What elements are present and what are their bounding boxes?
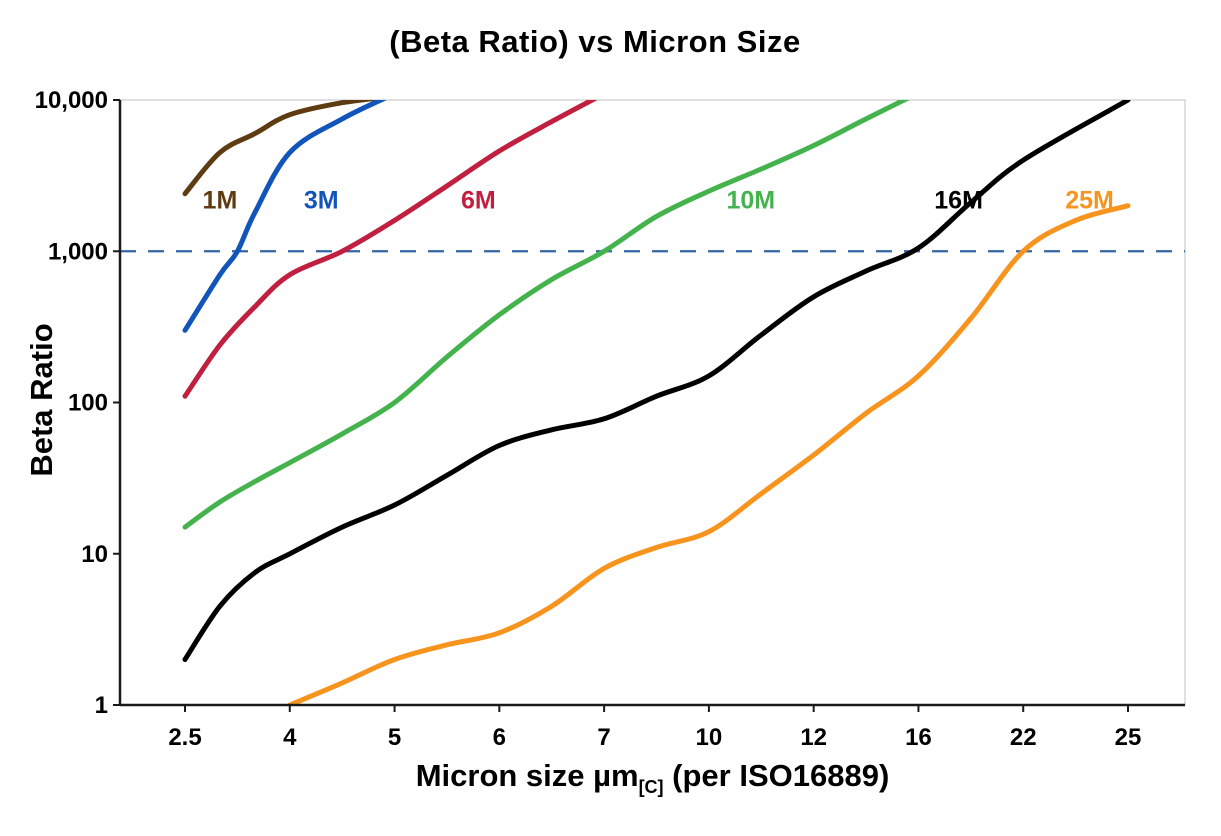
- x-tick-label: 12: [800, 724, 827, 751]
- y-tick-label: 1: [95, 692, 108, 719]
- x-tick-label: 22: [1010, 724, 1037, 751]
- series-line-3M: [182, 100, 387, 333]
- series-label-3M: 3M: [304, 186, 339, 214]
- y-tick-label: 1,000: [48, 238, 108, 265]
- y-tick-label: 10,000: [35, 87, 108, 114]
- x-tick-label: 16: [905, 724, 932, 751]
- series-label-10M: 10M: [726, 186, 775, 214]
- series-line-10M: [182, 100, 910, 530]
- x-axis-title-main: Micron size µm: [415, 758, 639, 793]
- series-label-25M: 25M: [1065, 186, 1114, 214]
- plot-frame: [119, 99, 1186, 706]
- x-axis-title-subscript: [C]: [638, 777, 664, 797]
- series-label-1M: 1M: [203, 186, 238, 214]
- series-label-6M: 6M: [461, 186, 496, 214]
- x-tick-label: 5: [388, 724, 401, 751]
- chart-title: (Beta Ratio) vs Micron Size: [389, 24, 801, 59]
- series-line-25M: [287, 203, 1131, 705]
- x-tick-label: 6: [493, 724, 506, 751]
- x-tick-label: 2.5: [168, 724, 201, 751]
- x-axis-title: Micron size µm[C] (per ISO16889): [120, 758, 1185, 798]
- series-line-16M: [182, 100, 1131, 662]
- y-tick-label: 100: [68, 390, 108, 417]
- x-axis-title-rest: (per ISO16889): [663, 758, 890, 793]
- x-tick-label: 4: [283, 724, 297, 751]
- x-tick-label: 25: [1115, 724, 1142, 751]
- series-label-16M: 16M: [934, 186, 983, 214]
- series-line-6M: [182, 100, 598, 399]
- series-line-1M: [182, 100, 383, 197]
- x-tick-label: 7: [597, 724, 610, 751]
- x-tick-label: 10: [696, 724, 723, 751]
- y-tick-label: 10: [81, 541, 108, 568]
